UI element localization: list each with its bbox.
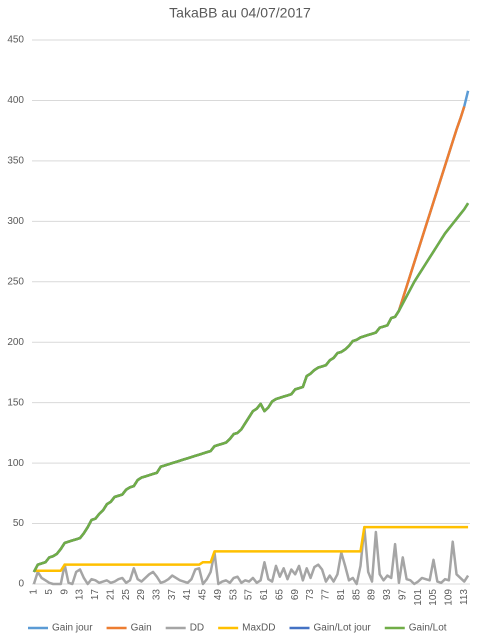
x-tick-label: 73 [305,589,316,601]
legend-label: MaxDD [242,623,275,634]
chart-title: TakaBB au 04/07/2017 [169,5,311,21]
x-tick-label: 89 [367,589,378,601]
x-tick-label: 33 [152,589,163,601]
series-line [32,106,466,573]
y-tick-label: 300 [7,216,24,227]
x-tick-label: 29 [136,589,147,601]
series-line [32,525,470,586]
x-tick-label: 113 [459,589,470,605]
legend-label: DD [190,623,204,634]
x-tick-label: 1 [29,589,40,595]
legend-label: Gain/Lot [409,623,447,634]
x-tick-label: 93 [382,589,393,601]
y-tick-label: 450 [7,35,24,46]
y-tick-label: 150 [7,397,24,408]
x-tick-label: 81 [336,589,347,601]
x-tick-label: 53 [228,589,239,601]
x-tick-label: 37 [167,589,178,601]
x-tick-label: 61 [259,589,270,601]
series-line [32,202,470,573]
x-tick-label: 17 [90,589,101,601]
series-line [33,525,469,572]
x-tick-label: 69 [290,589,301,601]
x-tick-label: 41 [182,589,193,601]
x-tick-label: 5 [44,589,55,595]
series-line [32,90,470,573]
x-tick-label: 85 [351,589,362,601]
x-tick-label: 101 [413,589,424,606]
legend-label: Gain/Lot jour [314,623,372,634]
series-line [32,202,470,573]
y-tick-label: 0 [18,579,24,590]
x-tick-label: 9 [59,589,70,595]
x-tick-label: 97 [397,589,408,601]
x-tick-label: 45 [198,589,209,601]
y-tick-label: 100 [7,458,24,469]
legend-label: Gain jour [52,623,93,634]
x-tick-label: 65 [274,589,285,601]
legend-label: Gain [131,623,152,634]
x-tick-label: 105 [428,589,439,606]
y-tick-label: 400 [7,95,24,106]
x-tick-label: 49 [213,589,224,601]
x-tick-label: 21 [105,589,116,601]
y-tick-label: 350 [7,156,24,167]
x-tick-label: 77 [321,589,332,601]
x-tick-label: 25 [121,589,132,601]
x-tick-label: 13 [75,589,86,601]
y-tick-label: 50 [13,518,25,529]
x-tick-label: 109 [444,589,455,606]
y-tick-label: 250 [7,276,24,287]
x-tick-label: 57 [244,589,255,601]
y-tick-label: 200 [7,337,24,348]
